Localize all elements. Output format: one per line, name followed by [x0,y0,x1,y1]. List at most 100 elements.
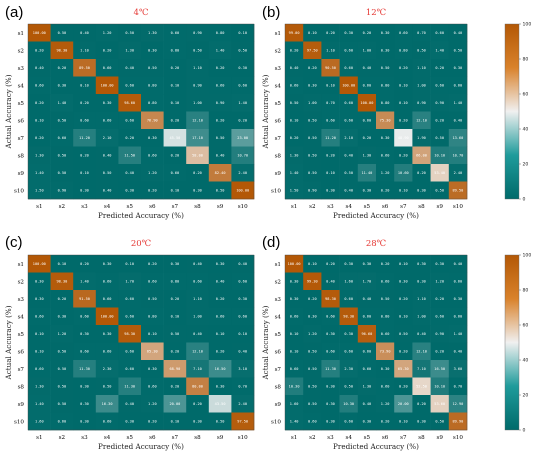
heatmap-cell [231,111,255,130]
heatmap-cell [321,129,340,147]
cell-value-label: 1.10 [326,49,335,53]
cell-value-label: 1.10 [193,66,202,70]
cell-value-label: 0.60 [344,119,353,123]
cell-value-label: 0.60 [216,315,225,319]
heatmap-cell [303,129,322,147]
heatmap-cell [73,181,97,200]
cell-value-label: 11.30 [124,385,135,389]
heatmap-cell [141,255,164,273]
heatmap-cell [430,290,450,308]
y-tick-label: s7 [18,136,25,142]
cell-value-label: 0.50 [435,189,444,193]
cell-value-label: 0.40 [193,332,202,336]
cell-value-label: 98.60 [124,101,135,105]
heatmap-cell [321,164,340,182]
cell-value-label: 0.90 [193,84,202,88]
heatmap-cell [394,255,413,273]
cell-value-label: 0.60 [290,367,299,371]
y-tick-label: s6 [275,349,282,355]
heatmap-cell [141,377,164,396]
cell-value-label: 0.30 [344,31,353,35]
cell-value-label: 10.70 [452,154,463,158]
heatmap-cell [231,76,255,95]
colorbar-tick-label: 40 [523,127,529,133]
heatmap-cell [208,290,232,308]
cell-value-label: 0.60 [125,367,134,371]
heatmap-cell [28,59,51,77]
heatmap-cell [50,255,74,273]
cell-value-label: 1.10 [193,297,202,301]
cell-value-label: 0.30 [363,262,372,266]
heatmap-cell [357,342,377,361]
panel-label: (d) [262,234,280,251]
cell-value-label: 0.50 [103,171,112,175]
heatmap-cell [231,395,255,413]
cell-value-label: 0.80 [171,49,180,53]
cell-value-label: 0.10 [290,119,299,123]
heatmap-cell [208,272,232,291]
heatmap-cell [208,94,232,112]
cell-value-label: 2.40 [238,402,247,406]
heatmap-cell [28,290,51,308]
cell-value-label: 0.10 [326,84,335,88]
cell-value-label: 0.50 [58,367,67,371]
heatmap-cell [376,164,395,182]
cell-value-label: 0.60 [326,119,335,123]
cell-value-label: 0.90 [435,332,444,336]
heatmap-cell [285,146,304,165]
cell-value-label: 0.30 [344,332,353,336]
heatmap-cell [303,342,322,361]
heatmap-cell [448,181,468,200]
heatmap-cell [50,395,74,413]
cell-value-label: 0.60 [35,84,44,88]
heatmap-cell [339,164,359,182]
cell-value-label: 48.90 [398,136,409,140]
heatmap-cell [339,272,359,291]
heatmap-cell [73,111,97,130]
cell-value-label: 1.40 [216,49,225,53]
cell-value-label: 0.20 [193,171,202,175]
cell-value-label: 0.30 [326,332,335,336]
heatmap-cell [321,41,340,60]
heatmap-cell [394,76,413,95]
cell-value-label: 1.70 [363,280,372,284]
cell-value-label: 1.30 [363,385,372,389]
x-tick-label: s7 [400,204,407,210]
cell-value-label: 66.00 [416,154,427,158]
cell-value-label: 3.60 [454,367,463,371]
cell-value-label: 0.20 [435,297,444,301]
heatmap-cell [357,360,377,378]
cell-value-label: 0.10 [148,332,157,336]
heatmap-cell [141,146,164,165]
cell-value-label: 0.10 [171,420,180,424]
heatmap-cell [376,307,395,326]
cell-value-label: 0.10 [290,350,299,354]
cell-value-label: 0.50 [58,385,67,389]
heatmap-cell [285,412,304,431]
cell-value-label: 0.40 [417,332,426,336]
cell-value-label: 0.30 [363,420,372,424]
heatmap-cell [376,41,395,60]
colorbar-tick-label: 0 [523,428,526,434]
heatmap-cell [448,24,468,42]
plot-frame [284,23,468,200]
heatmap-cell [412,395,431,413]
heatmap-cell [141,272,164,291]
cell-value-label: 2.30 [344,367,353,371]
heatmap-cell [118,412,142,431]
cell-value-label: 0.20 [363,31,372,35]
cell-value-label: 0.60 [148,154,157,158]
y-tick-label: s10 [271,188,281,194]
cell-value-label: 43.50 [215,402,226,406]
y-tick-label: s7 [275,367,282,373]
cell-value-label: 98.30 [56,49,67,53]
cell-value-label: 0.20 [80,101,89,105]
cell-value-label: 1.40 [290,171,299,175]
heatmap-cell [412,41,431,60]
heatmap-cell [28,129,51,147]
heatmap-cell [285,255,304,273]
heatmap-cell [118,129,142,147]
cell-value-label: 16.50 [434,367,445,371]
colorbar-tick-label: 100 [523,22,532,28]
cell-value-label: 0.20 [148,262,157,266]
